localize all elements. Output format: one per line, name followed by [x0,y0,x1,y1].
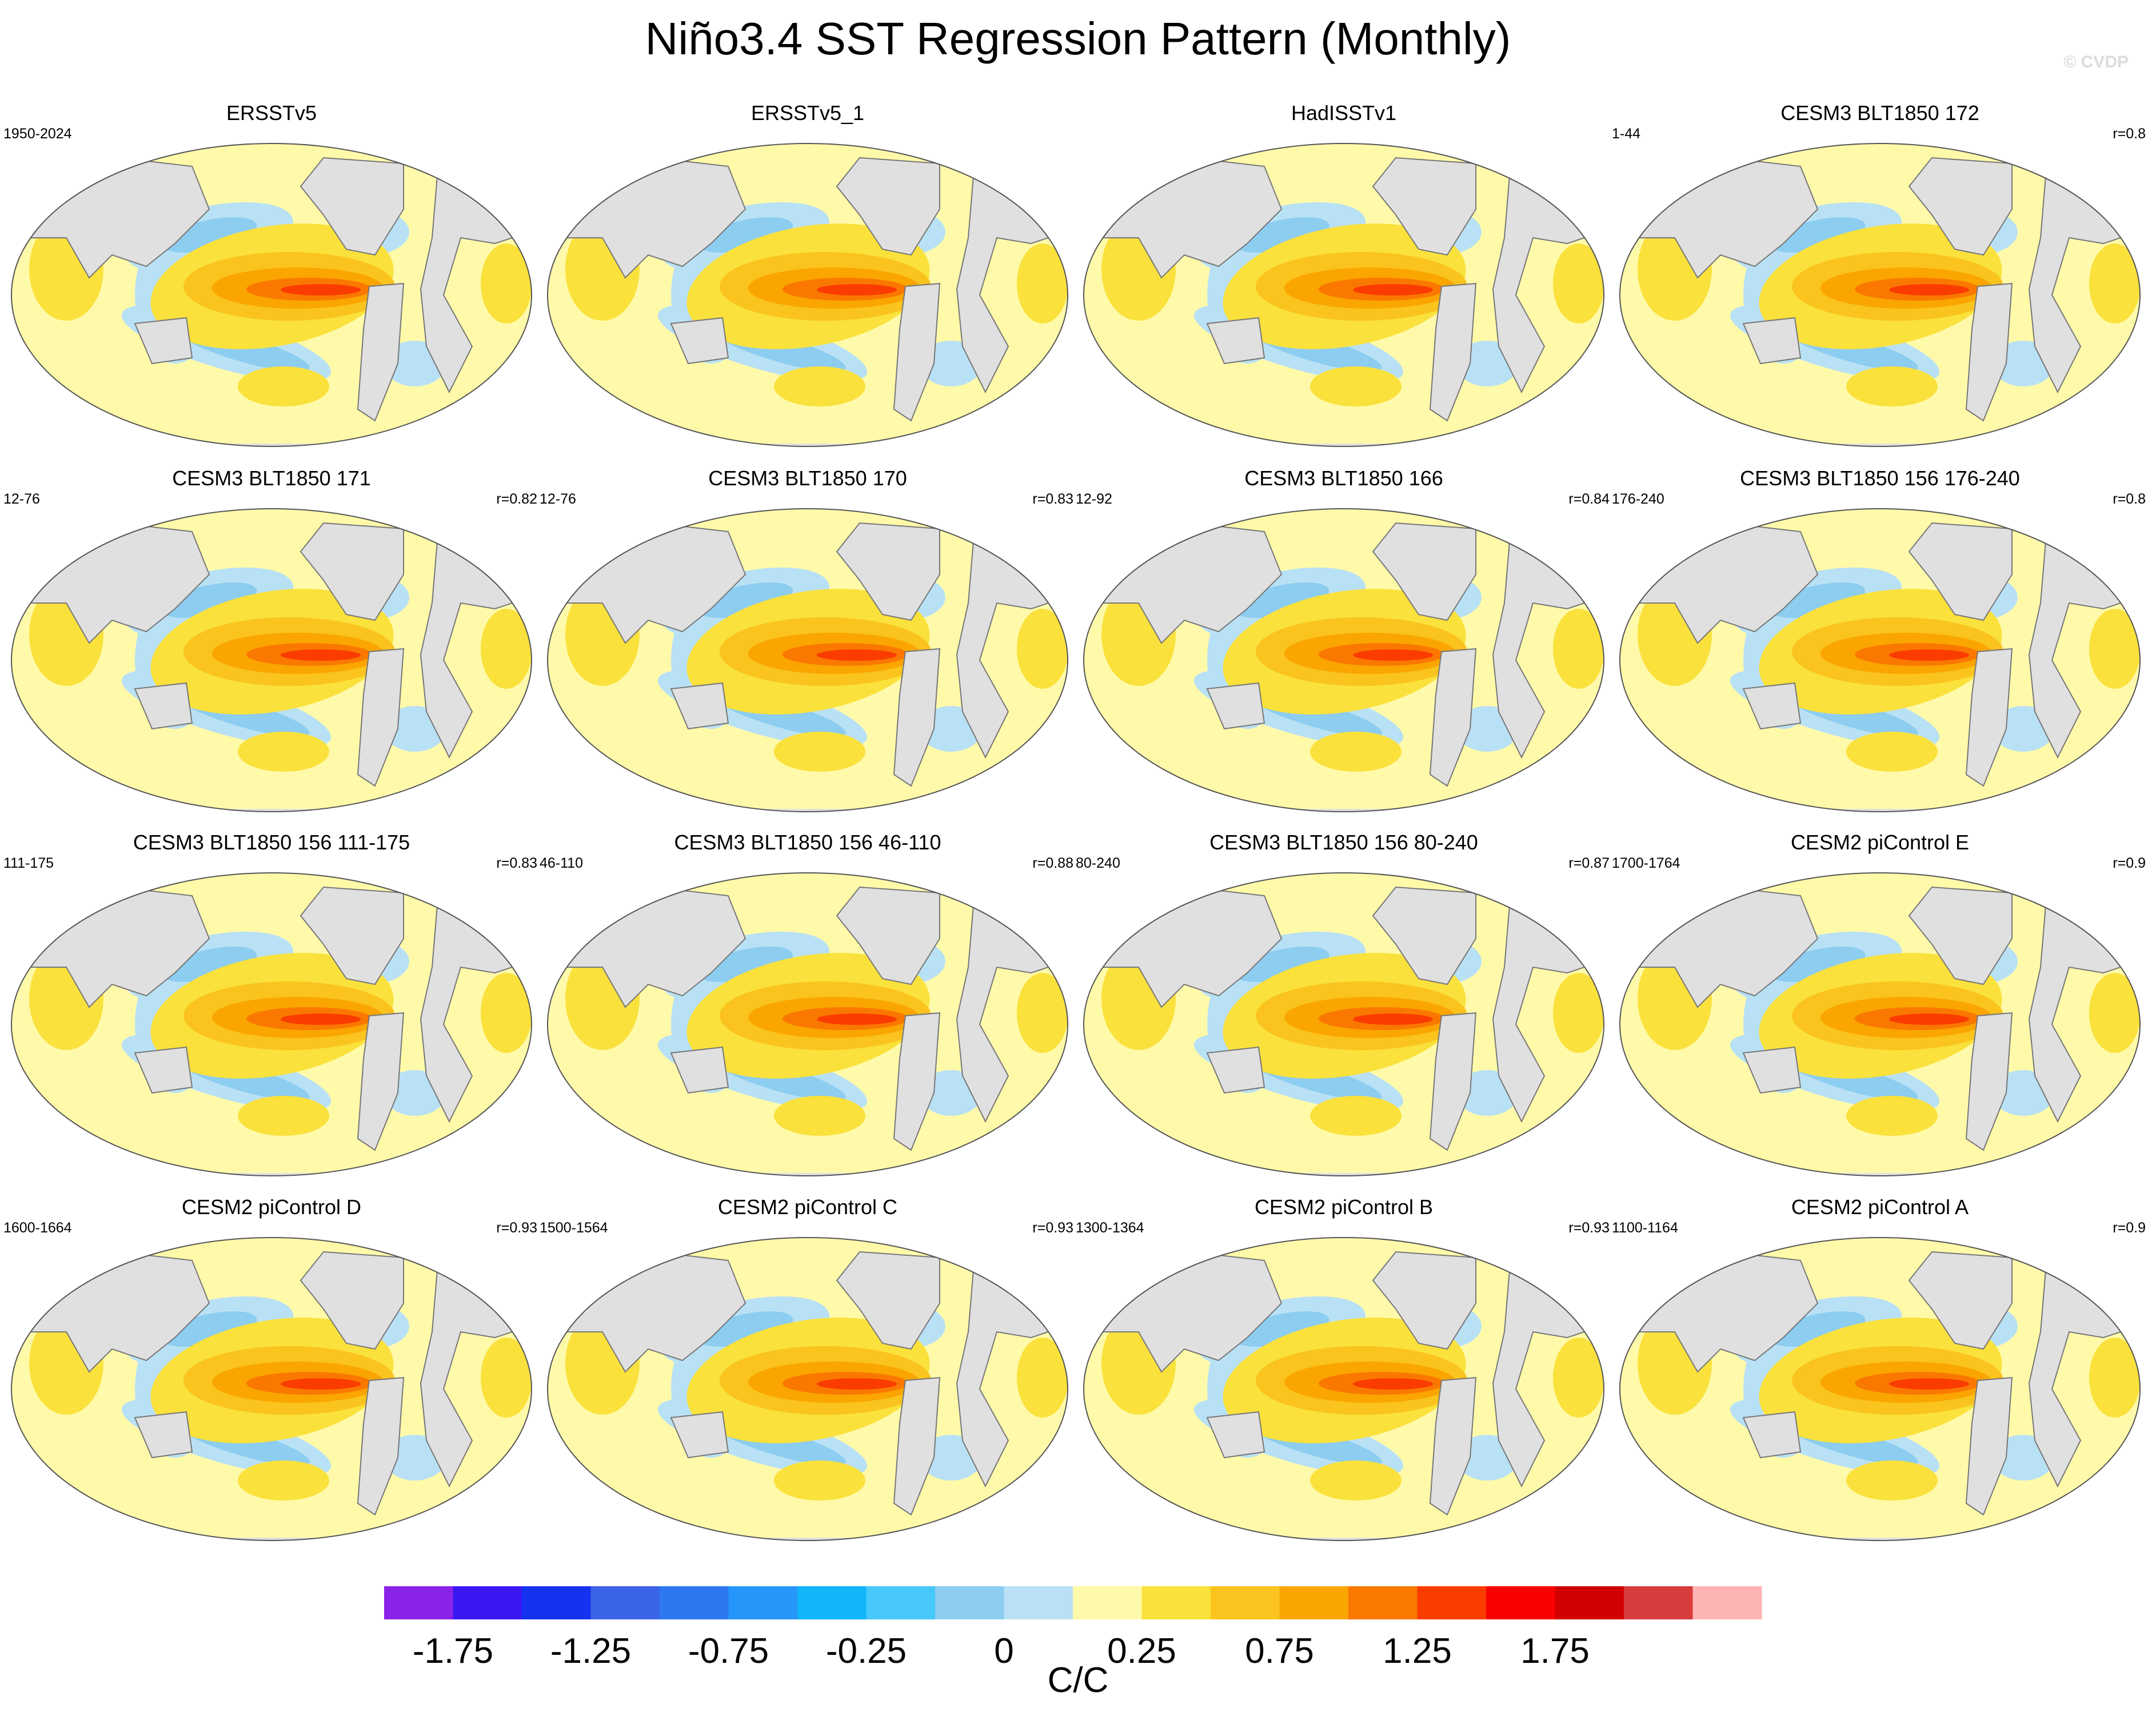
map-panel: CESM3 BLT1850 156 176-240 176-240 r=0.8 [1612,466,2148,832]
map-panel: CESM2 piControl B 1300-1364 r=0.93 [1076,1195,1612,1561]
colorbar-units-label: C/C [1047,1661,1109,1700]
colorbar-swatch [1692,1586,1762,1619]
colorbar-swatch [1141,1586,1211,1619]
colorbar-swatch [1417,1586,1487,1619]
panel-title: CESM3 BLT1850 156 111-175 [133,831,410,854]
map-panel: CESM3 BLT1850 156 46-110 46-110 r=0.88 [540,830,1076,1196]
sst-map [1619,872,2141,1176]
map-panel: ERSSTv5 1950-2024 [3,101,540,466]
panel-years: 12-92 [1076,491,1112,507]
panel-title: CESM2 piControl C [717,1195,898,1219]
colorbar-swatch [590,1586,660,1619]
panel-pattern-correlation: r=0.8 [2113,491,2146,507]
colorbar-swatch [728,1586,798,1619]
colorbar-swatch [660,1586,729,1619]
panel-pattern-correlation: r=0.9 [2113,1220,2146,1236]
sst-map [1083,508,1604,812]
panel-years: 12-76 [3,491,40,507]
sst-map [11,143,532,447]
panel-pattern-correlation: r=0.93 [496,1220,537,1236]
colorbar-swatch [522,1586,591,1619]
panel-title: HadISSTv1 [1291,101,1397,125]
map-panel: CESM3 BLT1850 156 80-240 80-240 r=0.87 [1076,830,1612,1196]
panel-years: 1-44 [1612,126,1641,142]
panel-pattern-correlation: r=0.93 [1568,1220,1610,1236]
map-panel: CESM3 BLT1850 171 12-76 r=0.82 [3,466,540,832]
colorbar-swatch [453,1586,522,1619]
panel-years: 1500-1564 [540,1220,608,1236]
map-panel: CESM2 piControl E 1700-1764 r=0.9 [1612,830,2148,1196]
sst-map [1619,508,2141,812]
sst-map [1083,872,1604,1176]
map-panel: CESM2 piControl A 1100-1164 r=0.9 [1612,1195,2148,1561]
sst-map [547,872,1068,1176]
panel-pattern-correlation: r=0.82 [496,491,537,507]
sst-map [11,1237,532,1541]
colorbar-swatch [1211,1586,1280,1619]
panel-title: CESM3 BLT1850 172 [1780,101,1979,125]
sst-map [547,143,1068,447]
colorbar-swatch [935,1586,1004,1619]
panel-years: 1300-1364 [1076,1220,1144,1236]
map-panel: HadISSTv1 [1076,101,1612,466]
panel-years: 1100-1164 [1612,1220,1678,1236]
map-panel: CESM3 BLT1850 156 111-175 111-175 r=0.83 [3,830,540,1196]
panel-pattern-correlation: r=0.83 [1032,491,1073,507]
panel-years: 111-175 [3,855,54,871]
map-panel: CESM3 BLT1850 172 1-44 r=0.8 [1612,101,2148,466]
panel-title: CESM3 BLT1850 156 80-240 [1209,831,1478,854]
panel-pattern-correlation: r=0.83 [496,855,537,871]
panel-title: CESM3 BLT1850 170 [708,466,907,490]
panel-years: 1700-1764 [1612,855,1680,871]
panel-years: 176-240 [1612,491,1664,507]
map-panel: CESM2 piControl C 1500-1564 r=0.93 [540,1195,1076,1561]
panel-pattern-correlation: r=0.9 [2113,855,2146,871]
sst-map [1083,143,1604,447]
colorbar-swatch [1348,1586,1418,1619]
panel-years: 46-110 [540,855,583,871]
sst-map [11,872,532,1176]
colorbar-swatch [797,1586,867,1619]
map-panel: CESM3 BLT1850 166 12-92 r=0.84 [1076,466,1612,832]
panel-title: ERSSTv5_1 [750,101,865,125]
panel-title: CESM3 BLT1850 156 176-240 [1740,466,2020,490]
panel-years: 1600-1664 [3,1220,72,1236]
colorbar-swatch [1073,1586,1142,1619]
panel-pattern-correlation: r=0.84 [1568,491,1610,507]
panel-years: 80-240 [1076,855,1120,871]
panel-years: 1950-2024 [3,126,72,142]
panel-pattern-correlation: r=0.87 [1568,855,1610,871]
sst-map [547,508,1068,812]
colorbar-swatch [384,1586,453,1619]
sst-map [1083,1237,1604,1541]
panel-title: CESM2 piControl D [181,1195,362,1219]
panel-pattern-correlation: r=0.93 [1032,1220,1073,1236]
colorbar-swatch [1004,1586,1073,1619]
panel-title: CESM2 piControl E [1790,831,1970,854]
colorbar-swatch [1486,1586,1555,1619]
colorbar-swatch [866,1586,936,1619]
sst-map [11,508,532,812]
panel-title: ERSSTv5 [226,101,317,125]
panel-pattern-correlation: r=0.8 [2113,126,2146,142]
map-panel: ERSSTv5_1 [540,101,1076,466]
watermark: © CVDP [2063,53,2129,71]
panel-pattern-correlation: r=0.88 [1032,855,1073,871]
panel-title: CESM3 BLT1850 156 46-110 [674,831,941,854]
map-panel: CESM2 piControl D 1600-1664 r=0.93 [3,1195,540,1561]
colorbar-swatch [1555,1586,1624,1619]
panel-title: CESM3 BLT1850 171 [172,466,371,490]
panel-title: CESM2 piControl B [1254,1195,1434,1219]
panel-title: CESM3 BLT1850 166 [1244,466,1443,490]
panel-title: CESM2 piControl A [1791,1195,1969,1219]
colorbar-swatch [1624,1586,1693,1619]
map-panel: CESM3 BLT1850 170 12-76 r=0.83 [540,466,1076,832]
colorbar-swatch [1279,1586,1349,1619]
panel-years: 12-76 [540,491,576,507]
sst-map [547,1237,1068,1541]
sst-map [1619,143,2141,447]
page-title: Niño3.4 SST Regression Pattern (Monthly) [645,13,1511,64]
sst-map [1619,1237,2141,1541]
